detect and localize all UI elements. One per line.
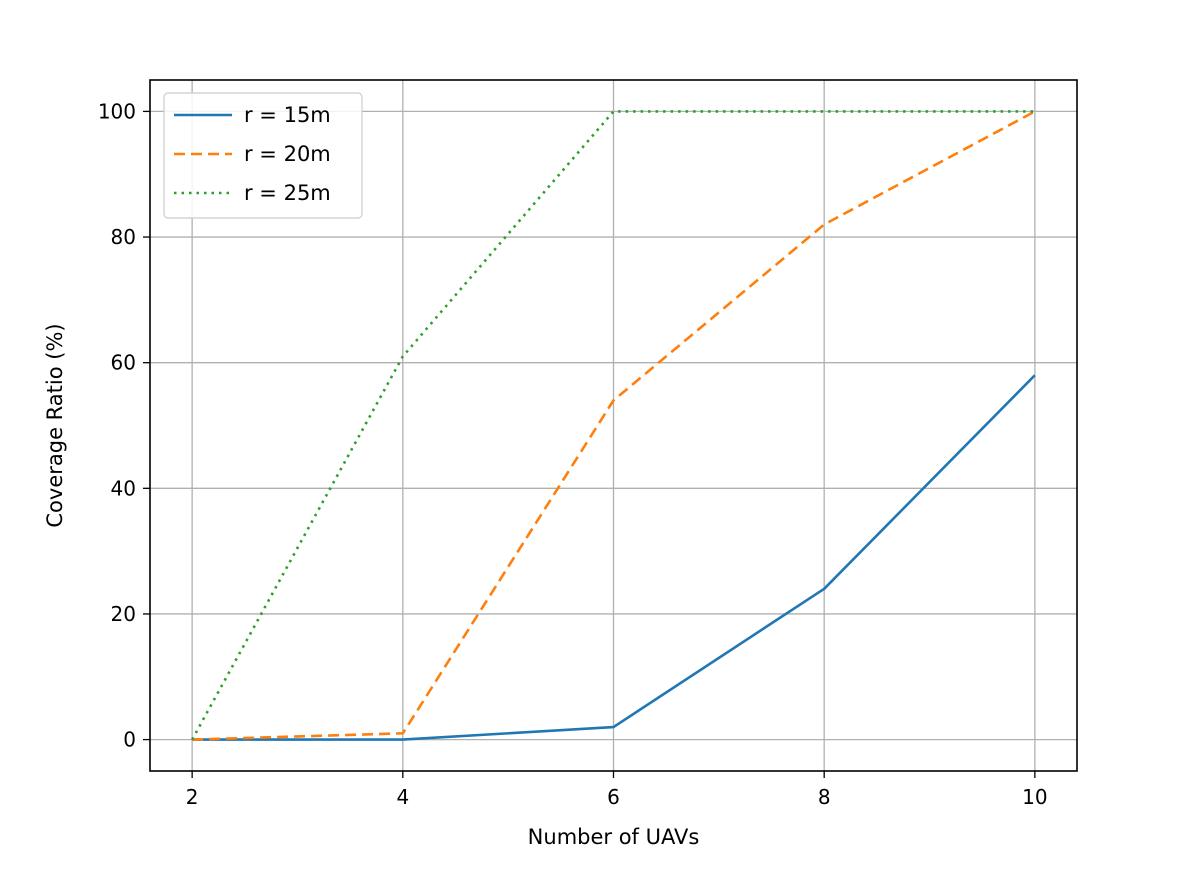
x-tick-label: 4: [396, 785, 409, 809]
legend-label: r = 25m: [244, 181, 331, 205]
y-tick-label: 20: [111, 602, 136, 626]
y-tick-label: 60: [111, 351, 136, 375]
x-tick-label: 10: [1022, 785, 1047, 809]
legend-label: r = 20m: [244, 142, 331, 166]
legend: r = 15m r = 20m r = 25m: [163, 92, 363, 219]
legend-label: r = 15m: [244, 103, 331, 127]
x-tick-label: 6: [607, 785, 620, 809]
y-axis-label: Coverage Ratio (%): [43, 323, 67, 527]
x-tick-label: 8: [818, 785, 831, 809]
y-tick-label: 100: [98, 99, 136, 123]
legend-box: [163, 92, 363, 219]
y-axis-ticks: 0 20 40 60 80 100: [98, 99, 150, 752]
grid-lines: [150, 80, 1077, 771]
x-tick-label: 2: [186, 785, 199, 809]
y-tick-label: 40: [111, 476, 136, 500]
x-axis-ticks: 2 4 6 8 10: [186, 771, 1048, 809]
series-layer: [190, 110, 1036, 741]
x-axis-label: Number of UAVs: [528, 825, 700, 849]
series-line: [192, 110, 1036, 741]
series-line: [192, 374, 1036, 741]
y-tick-label: 0: [123, 728, 136, 752]
y-tick-label: 80: [111, 225, 136, 249]
